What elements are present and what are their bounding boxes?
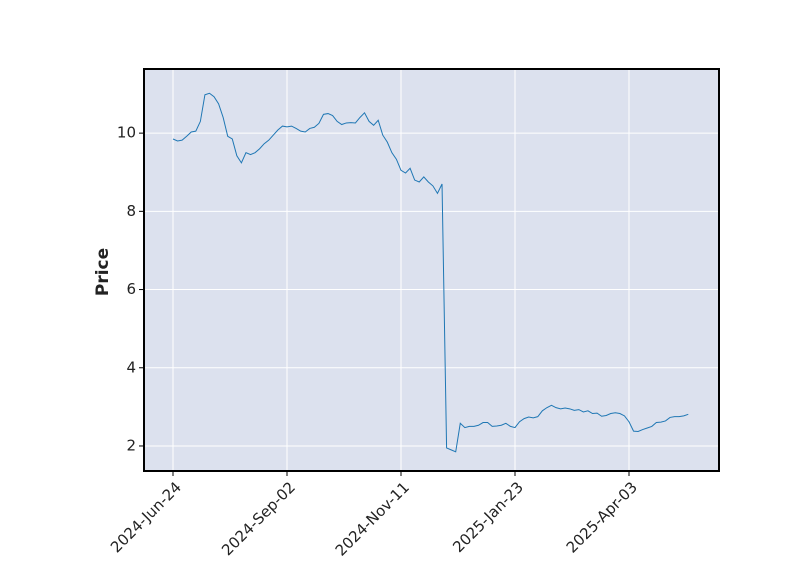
x-tick-label: 2024-Jun-24	[107, 478, 185, 556]
y-tick-label: 4	[126, 358, 136, 376]
y-axis-title: Price	[93, 248, 113, 296]
axes-frame	[143, 68, 720, 472]
y-tick-label: 2	[126, 436, 136, 454]
price-line	[172, 92, 689, 453]
x-tick-label: 2025-Apr-03	[563, 478, 641, 556]
x-tick-label: 2024-Sep-02	[218, 478, 299, 559]
x-tick-label: 2024-Nov-11	[332, 478, 413, 559]
y-tick-label: 10	[117, 124, 136, 142]
y-tick-label: 8	[126, 202, 136, 220]
plot-area	[144, 69, 719, 471]
y-tick-label: 6	[126, 280, 136, 298]
x-tick-label: 2025-Jan-23	[449, 478, 527, 556]
